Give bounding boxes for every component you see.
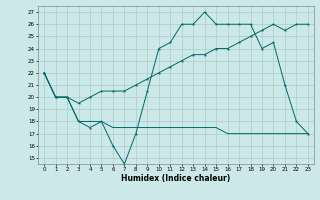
X-axis label: Humidex (Indice chaleur): Humidex (Indice chaleur) — [121, 174, 231, 183]
